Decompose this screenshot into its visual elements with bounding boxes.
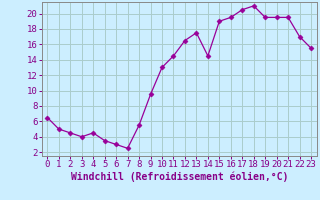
X-axis label: Windchill (Refroidissement éolien,°C): Windchill (Refroidissement éolien,°C) — [70, 172, 288, 182]
